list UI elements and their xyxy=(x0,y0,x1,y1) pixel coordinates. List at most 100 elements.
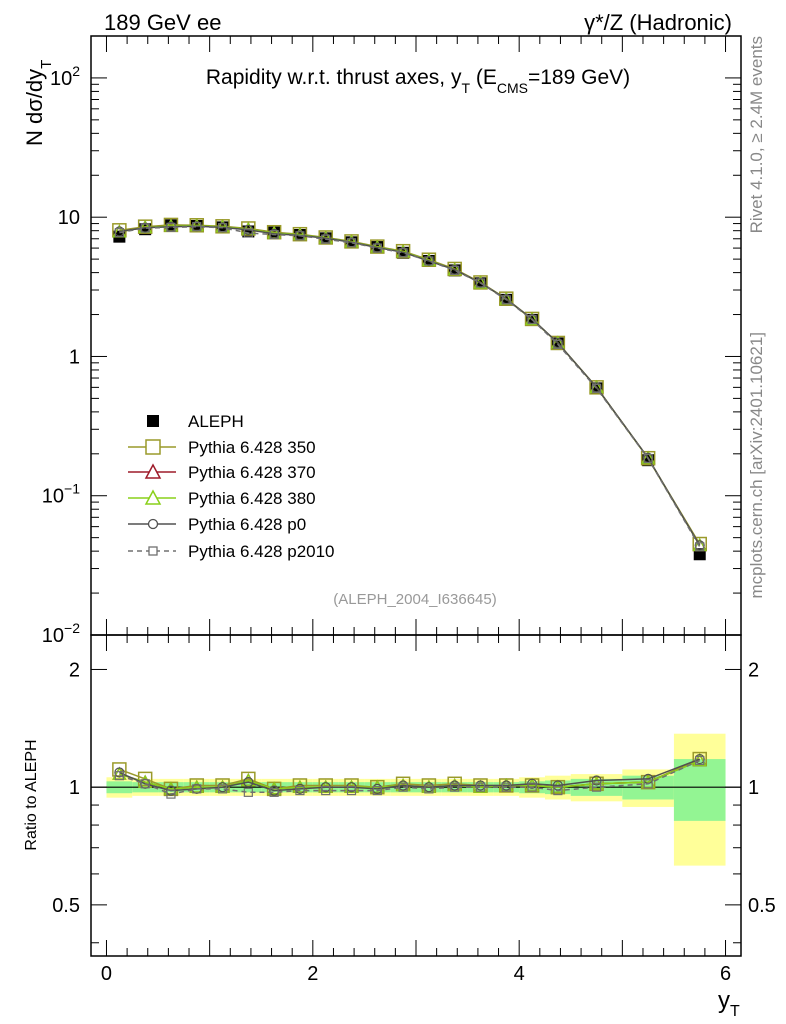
top-point-p2010 xyxy=(424,256,434,266)
top-point-p380 xyxy=(524,311,540,325)
top-point-p2010 xyxy=(527,314,537,325)
ratio-y-tick-label-2: 2 xyxy=(69,659,80,681)
ratio-point-p2010 xyxy=(424,784,434,794)
legend-label-p370: Pythia 6.428 370 xyxy=(188,463,316,482)
ratio-point-p2010 xyxy=(269,787,279,797)
y-tick-label-10: 10 xyxy=(58,207,80,229)
ratio-line-p0 xyxy=(119,758,700,792)
analysis-watermark: (ALEPH_2004_I636645) xyxy=(333,591,496,608)
top-point-p2010 xyxy=(475,278,486,288)
top-panel: Rapidity w.r.t. thrust axes, yT (ECMS=18… xyxy=(22,35,742,647)
legend-entry-p350: Pythia 6.428 350 xyxy=(128,438,316,457)
ratio-point-p380 xyxy=(189,779,204,793)
legend-label-p2010: Pythia 6.428 p2010 xyxy=(188,542,335,561)
legend-label-p0: Pythia 6.428 p0 xyxy=(188,515,306,534)
ratio-point-p2010 xyxy=(192,784,202,794)
top-point-p2010 xyxy=(372,243,382,253)
legend-marker-p380 xyxy=(144,489,162,505)
top-line-p0 xyxy=(119,225,701,546)
top-point-p2010 xyxy=(269,229,279,240)
bottom-series-group xyxy=(112,751,707,799)
x-tick-label-0: 0 xyxy=(101,963,112,985)
ratio-y-tick-label-0.5: 0.5 xyxy=(52,895,80,917)
ratio-point-p0 xyxy=(591,775,602,786)
ratio-y-tick-label-right-2: 2 xyxy=(748,659,759,681)
ratio-point-p2010 xyxy=(140,779,150,789)
top-point-p2010 xyxy=(166,222,176,232)
legend: ALEPH Pythia 6.428 350 Pythia 6.428 370 … xyxy=(128,412,335,561)
top-point-p2010 xyxy=(501,295,511,305)
top-y-tick-labels: 10−2 10−1 1 10 102 xyxy=(42,63,80,647)
ratio-point-p2010 xyxy=(475,782,486,792)
top-point-p2010 xyxy=(450,265,460,275)
ratio-point-p380 xyxy=(137,774,153,788)
top-point-p2010 xyxy=(643,453,653,464)
x-tick-label-6: 6 xyxy=(720,963,731,985)
ratio-point-p2010 xyxy=(553,785,563,796)
legend-label-aleph: ALEPH xyxy=(188,412,244,431)
top-point-p2010 xyxy=(140,223,150,233)
ratio-y-axis-label: Ratio to ALEPH xyxy=(23,739,40,850)
ratio-line-p2010 xyxy=(119,759,701,795)
legend-entry-aleph: ALEPH xyxy=(147,412,244,431)
header-right-label: γ*/Z (Hadronic) xyxy=(584,10,732,35)
top-point-p2010 xyxy=(591,383,602,393)
legend-marker-p0 xyxy=(147,518,159,530)
ratio-point-p2010 xyxy=(695,755,705,766)
ratio-point-p2010 xyxy=(217,784,228,794)
ratio-point-p2010 xyxy=(321,785,331,796)
legend-label-p350: Pythia 6.428 350 xyxy=(188,438,316,457)
legend-entry-p380: Pythia 6.428 380 xyxy=(128,489,316,508)
legend-entry-p370: Pythia 6.428 370 xyxy=(128,463,316,482)
top-point-p2010 xyxy=(321,234,331,244)
top-point-p380 xyxy=(640,450,656,464)
top-point-p2010 xyxy=(346,238,357,248)
bottom-axis-ticks xyxy=(91,635,741,956)
ratio-point-p380 xyxy=(241,773,256,787)
top-point-p2010 xyxy=(695,542,705,552)
x-tick-label-4: 4 xyxy=(514,963,525,985)
top-point-p2010 xyxy=(398,248,408,258)
ratio-point-p2010 xyxy=(346,785,357,796)
legend-marker-p350 xyxy=(145,439,161,455)
ratio-point-p2010 xyxy=(372,785,382,796)
y-tick-label-0.01: 10−2 xyxy=(42,620,80,647)
ratio-band-inner xyxy=(673,759,726,821)
top-y-axis-label: N dσ/dyT xyxy=(22,60,55,146)
x-tick-label-2: 2 xyxy=(307,963,318,985)
top-point-p2010 xyxy=(295,231,305,241)
ratio-uncertainty-bands xyxy=(106,733,726,866)
legend-marker-aleph xyxy=(147,415,159,427)
top-point-p2010 xyxy=(192,222,202,232)
ratio-point-p0 xyxy=(243,777,254,788)
top-point-p2010 xyxy=(217,223,228,233)
x-tick-labels: 0 2 4 6 xyxy=(101,963,731,985)
ratio-y-tick-label-1: 1 xyxy=(69,777,80,799)
ratio-point-p2010 xyxy=(450,782,460,792)
ratio-point-p2010 xyxy=(295,785,305,796)
header-left-label: 189 GeV ee xyxy=(104,10,221,35)
top-series-group xyxy=(112,217,707,561)
x-axis-label: yT xyxy=(718,987,740,1020)
legend-marker-p370 xyxy=(144,463,162,479)
legend-marker-p2010 xyxy=(148,546,158,556)
ratio-point-p2010 xyxy=(243,787,253,797)
legend-entry-p0: Pythia 6.428 p0 xyxy=(128,515,306,534)
ratio-point-p2010 xyxy=(527,782,537,792)
top-panel-title: Rapidity w.r.t. thrust axes, yT (ECMS=18… xyxy=(206,66,630,96)
y-tick-label-1: 1 xyxy=(69,346,80,368)
ratio-y-tick-labels: 0.5 1 2 0.5 1 2 xyxy=(52,659,776,916)
top-point-p2010 xyxy=(553,339,563,350)
ratio-point-p2010 xyxy=(591,782,602,792)
ratio-point-p2010 xyxy=(114,771,124,781)
mcplots-citation-note: mcplots.cern.ch [arXiv:2401.10621] xyxy=(747,332,766,598)
ratio-point-p2010 xyxy=(166,789,176,799)
ratio-line-p380 xyxy=(119,759,700,790)
ratio-point-p2010 xyxy=(398,782,408,792)
bottom-panel: 0.5 1 2 0.5 1 2 0 2 4 6 Ratio to ALEPH y… xyxy=(23,634,776,1020)
ratio-point-p350 xyxy=(137,771,153,787)
ratio-y-tick-label-right-0.5: 0.5 xyxy=(748,895,776,917)
ratio-point-p380 xyxy=(640,774,656,788)
ratio-point-p380 xyxy=(524,778,540,792)
